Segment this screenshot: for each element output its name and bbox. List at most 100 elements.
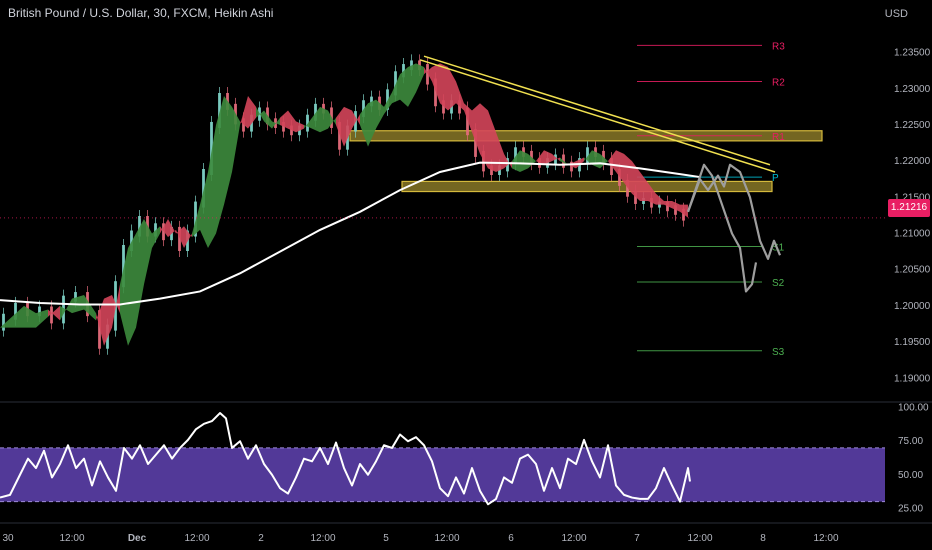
ema-ribbon-segment <box>192 204 200 238</box>
x-tick-label: 7 <box>634 533 640 544</box>
ema-ribbon-segment <box>360 103 368 147</box>
rsi-tick-label: 75.00 <box>898 436 923 447</box>
rsi-line <box>0 412 691 506</box>
y-tick-label: 1.19500 <box>894 337 931 348</box>
supply-demand-zone <box>401 180 773 193</box>
ema-ribbon-segment <box>632 161 640 201</box>
moving-average-line <box>0 161 701 306</box>
x-tick-label: 30 <box>2 533 14 544</box>
ema-ribbon-segment <box>456 81 464 111</box>
ema-ribbon-segment <box>0 316 12 328</box>
ema-ribbon-segment <box>136 219 144 328</box>
ema-ribbon-segment <box>472 103 480 154</box>
ema-ribbon-segment <box>48 305 60 321</box>
ema-ribbon-segment <box>408 63 416 107</box>
ema-ribbon-segment <box>480 103 488 169</box>
ema-ribbon-segment <box>400 67 408 107</box>
x-tick-label: 12:00 <box>813 533 838 544</box>
ema-ribbon-segment <box>576 157 584 169</box>
y-tick-label: 1.23500 <box>894 48 931 59</box>
x-tick-label: 2 <box>258 533 264 544</box>
ema-ribbon-segment <box>296 121 304 133</box>
pivot-level-label: R3 <box>772 41 785 52</box>
ema-ribbon-segment <box>432 63 440 104</box>
rsi-tick-label: 50.00 <box>898 470 923 481</box>
ema-ribbon-segment <box>208 124 216 248</box>
y-tick-label: 1.22500 <box>894 120 931 131</box>
pivot-level-label: R1 <box>772 132 785 143</box>
ema-ribbon-segment <box>608 150 616 172</box>
pivot-level-label: P <box>772 173 779 184</box>
ema-ribbon-segment <box>448 67 456 111</box>
ema-ribbon-segment <box>648 182 656 205</box>
ema-ribbon-segment <box>352 110 360 129</box>
ema-ribbon-segment <box>672 200 680 212</box>
y-tick-label: 1.21500 <box>894 192 931 203</box>
ema-ribbon-segment <box>392 74 400 104</box>
projection-path <box>686 163 758 293</box>
rsi-pane: 100.00 75.00 50.00 25.00 <box>0 403 929 514</box>
x-tick-label: Dec <box>128 533 147 544</box>
ema-ribbon-segment <box>384 92 392 115</box>
x-tick-label: 12:00 <box>310 533 335 544</box>
ema-ribbon-segment <box>344 106 352 147</box>
ema-ribbon-segment <box>264 110 272 129</box>
pivot-level-label: S1 <box>772 243 785 254</box>
currency-label: USD <box>884 8 908 20</box>
rsi-band <box>0 447 885 502</box>
ema-ribbon-segment <box>280 110 288 129</box>
pivot-level-label: R2 <box>772 78 785 89</box>
supply-demand-zone <box>349 130 823 142</box>
ema-ribbon-segment <box>320 106 328 133</box>
ema-ribbon-segment <box>240 96 248 129</box>
x-axis: 30 12:00 Dec 12:00 2 12:00 5 12:00 6 12:00 7 12:00 8… <box>2 533 839 544</box>
ema-ribbon-segment <box>680 204 688 218</box>
y-tick-label: 1.19000 <box>894 373 931 384</box>
ema-ribbon-segment <box>232 106 240 172</box>
ema-ribbon-segment <box>36 309 48 328</box>
ema-ribbon-segment <box>272 117 280 129</box>
ema-ribbon-segment <box>544 150 552 165</box>
ema-ribbon-segment <box>520 150 528 172</box>
ema-ribbon-segment <box>184 226 192 248</box>
ema-ribbon-segment <box>104 295 112 346</box>
ema-ribbon-segment <box>120 248 128 346</box>
rsi-tick-label: 25.00 <box>898 503 923 514</box>
ema-ribbon-segment <box>96 298 104 346</box>
trend-line <box>419 59 776 173</box>
ema-ribbon-segment <box>656 193 664 205</box>
pivot-level-label: S2 <box>772 278 785 289</box>
y-tick-label: 1.23000 <box>894 84 931 95</box>
ema-ribbon-segment <box>176 226 184 248</box>
ema-ribbon-segment <box>24 305 36 328</box>
ema-ribbon-segment <box>160 219 168 238</box>
ema-ribbon-segment <box>488 110 496 172</box>
ema-ribbon-segment <box>528 153 536 169</box>
ema-ribbon-segment <box>12 305 24 328</box>
x-tick-label: 12:00 <box>434 533 459 544</box>
trend-line <box>423 55 771 166</box>
ema-ribbon-segment <box>592 150 600 169</box>
x-tick-label: 12:00 <box>561 533 586 544</box>
price-pane: 1.23500 1.23000 1.22500 1.22000 1.21500 1.210… <box>0 41 932 524</box>
rsi-tick-label: 100.00 <box>898 403 929 414</box>
ema-ribbon-segment <box>152 226 160 248</box>
ema-ribbon-segment <box>416 63 424 93</box>
ema-ribbon-segment <box>256 106 264 122</box>
ema-ribbon-segment <box>536 150 544 165</box>
y-tick-label: 1.20500 <box>894 265 931 276</box>
ema-ribbon-segment <box>560 157 568 165</box>
ema-ribbon-segment <box>60 298 72 321</box>
ema-ribbon-segment <box>368 99 376 147</box>
y-tick-label: 1.22000 <box>894 156 931 167</box>
ema-ribbon-segment <box>512 150 520 172</box>
ema-ribbon-segment <box>84 295 96 321</box>
ema-ribbon-segment <box>288 110 296 133</box>
ema-ribbon-segment <box>200 172 208 248</box>
x-tick-label: 5 <box>383 533 389 544</box>
y-tick-label: 1.20000 <box>894 301 931 312</box>
ema-ribbon-segment <box>376 99 384 129</box>
ema-ribbon-segment <box>312 106 320 133</box>
x-tick-label: 6 <box>508 533 514 544</box>
